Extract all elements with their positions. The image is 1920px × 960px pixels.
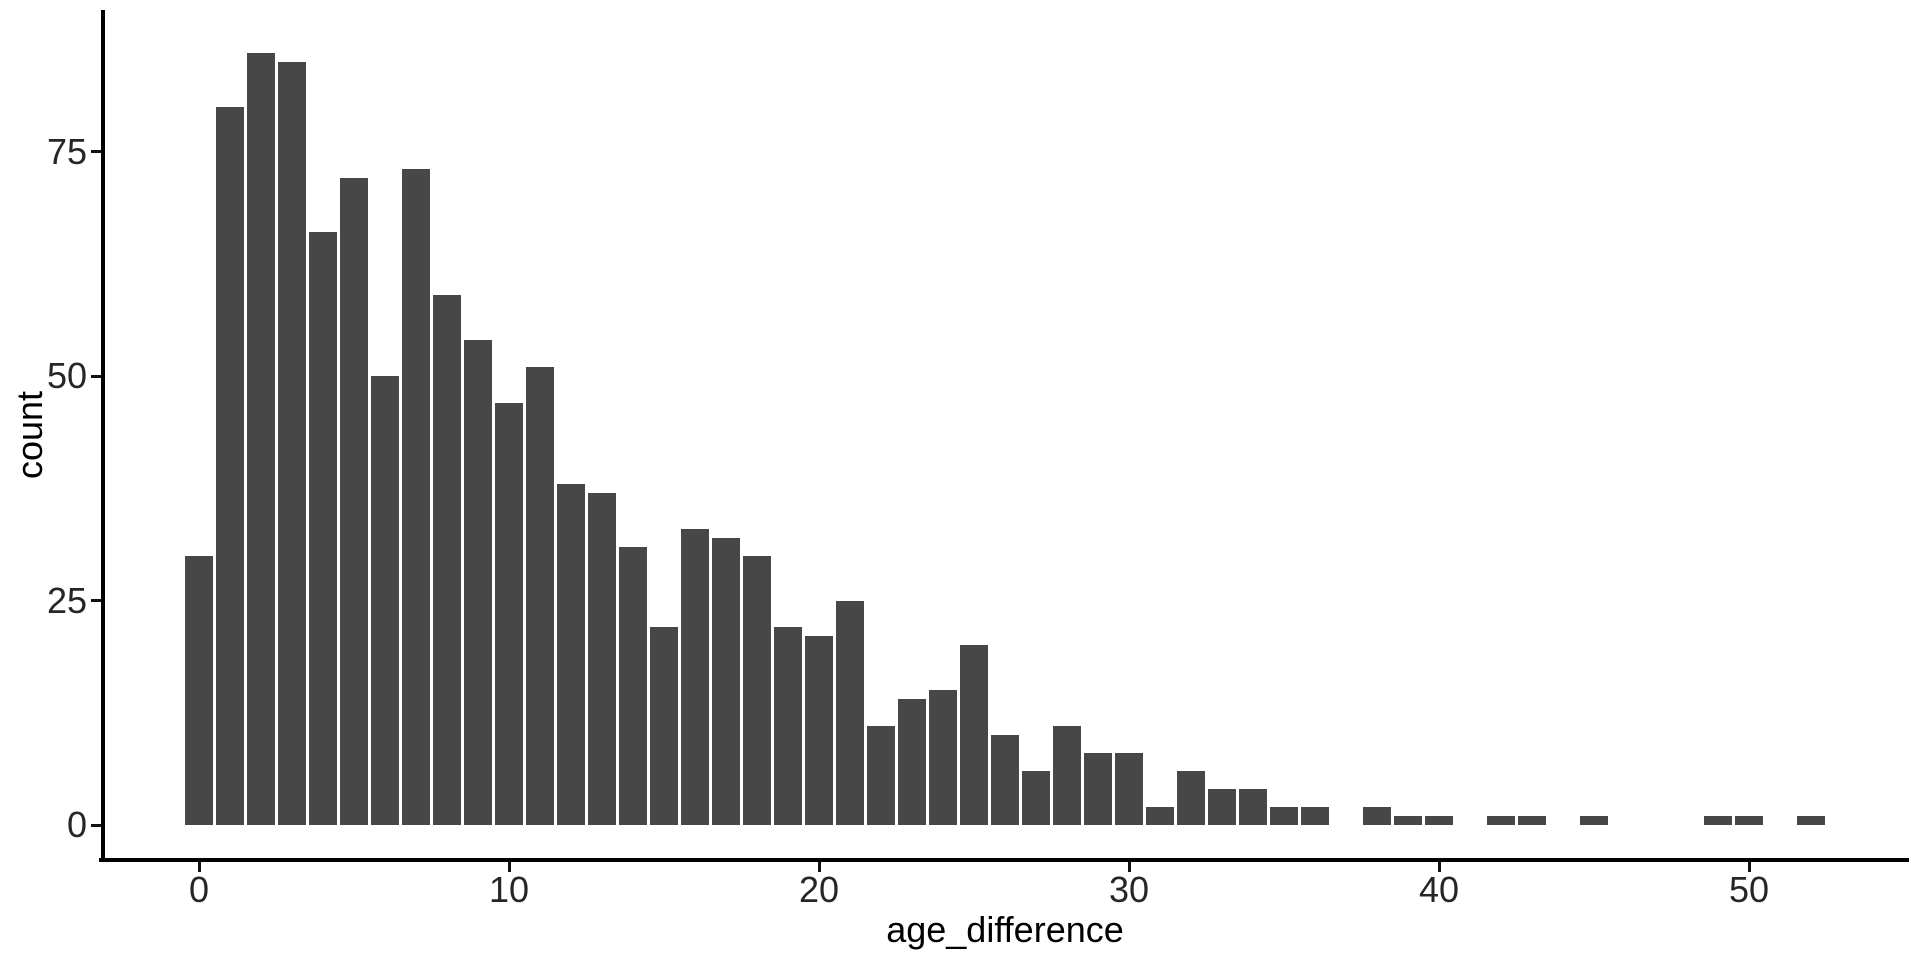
x-axis-tick bbox=[1127, 862, 1131, 872]
histogram-bar bbox=[1177, 771, 1205, 825]
y-tick-label: 25 bbox=[46, 579, 87, 621]
y-tick-label: 50 bbox=[46, 355, 87, 396]
histogram-bar bbox=[1053, 726, 1081, 825]
histogram-bar bbox=[247, 52, 275, 825]
x-axis-tick bbox=[817, 862, 821, 872]
x-axis-tick bbox=[1437, 862, 1441, 872]
histogram-bar bbox=[1084, 753, 1112, 825]
x-axis-tick bbox=[197, 862, 201, 872]
histogram-bar bbox=[1394, 816, 1422, 825]
histogram-bar bbox=[712, 537, 740, 825]
histogram-bar bbox=[216, 106, 244, 825]
histogram-bar bbox=[1239, 789, 1267, 825]
histogram-bar bbox=[1270, 807, 1298, 825]
x-tick-label: 20 bbox=[798, 869, 840, 910]
histogram-bar bbox=[650, 627, 678, 825]
histogram-bar bbox=[464, 340, 492, 825]
histogram-bar bbox=[1425, 816, 1453, 825]
histogram-bar bbox=[340, 178, 368, 825]
y-axis-title: count bbox=[9, 390, 50, 480]
histogram-bar bbox=[743, 555, 771, 825]
histogram-bar bbox=[526, 367, 554, 825]
histogram-bar bbox=[774, 627, 802, 825]
histogram-bar bbox=[1487, 816, 1515, 825]
histogram-bar bbox=[1208, 789, 1236, 825]
histogram-bar bbox=[1704, 816, 1732, 825]
histogram-bar bbox=[433, 295, 461, 825]
y-axis-line bbox=[101, 10, 105, 862]
histogram-bar bbox=[867, 726, 895, 825]
y-axis-tick bbox=[91, 599, 101, 602]
x-tick-label: 30 bbox=[1108, 869, 1150, 910]
histogram-bar bbox=[185, 555, 213, 825]
x-tick-label: 50 bbox=[1728, 869, 1770, 910]
x-axis-line bbox=[99, 858, 1909, 862]
histogram-bar bbox=[278, 61, 306, 825]
y-tick-label: 75 bbox=[46, 130, 87, 172]
histogram-bar bbox=[1797, 816, 1825, 825]
histogram-bar bbox=[1735, 816, 1763, 825]
histogram-bar bbox=[495, 402, 523, 825]
histogram-bar bbox=[898, 699, 926, 825]
histogram-bar bbox=[588, 492, 616, 825]
histogram-bar bbox=[929, 690, 957, 825]
y-tick-label: 0 bbox=[66, 804, 87, 845]
histogram-bar bbox=[371, 376, 399, 825]
x-axis-tick bbox=[1747, 862, 1751, 872]
x-tick-label: 10 bbox=[488, 869, 530, 910]
y-axis-tick bbox=[91, 374, 101, 378]
histogram-bar bbox=[619, 546, 647, 825]
histogram-bar bbox=[402, 169, 430, 825]
y-axis-tick bbox=[91, 823, 101, 827]
histogram-bar bbox=[1022, 771, 1050, 825]
histogram-bar bbox=[1518, 816, 1546, 825]
x-tick-label: 40 bbox=[1418, 869, 1460, 910]
histogram-bar bbox=[960, 645, 988, 825]
histogram-bar bbox=[836, 600, 864, 825]
histogram-bar bbox=[1146, 807, 1174, 825]
histogram-bar bbox=[681, 528, 709, 825]
x-axis-title: age_difference bbox=[886, 909, 1124, 950]
histogram-bar bbox=[1363, 807, 1391, 825]
histogram-bar bbox=[557, 483, 585, 825]
x-axis-tick bbox=[507, 862, 511, 872]
histogram-bar bbox=[1580, 816, 1608, 825]
histogram-bar bbox=[805, 636, 833, 825]
histogram-bar bbox=[1115, 753, 1143, 825]
histogram-bar bbox=[991, 735, 1019, 825]
y-axis-tick bbox=[91, 150, 101, 153]
histogram-bar bbox=[1301, 807, 1329, 825]
histogram-bar bbox=[309, 232, 337, 825]
x-tick-label: 0 bbox=[188, 869, 210, 910]
